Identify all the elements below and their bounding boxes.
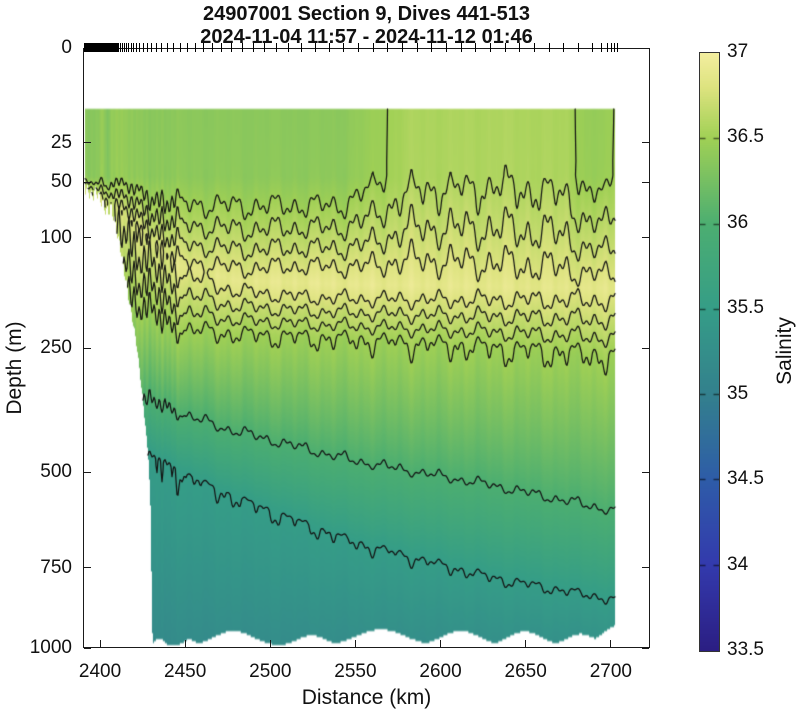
depth-tick-label: 500: [40, 461, 72, 483]
x-tick-label: 2500: [249, 661, 292, 682]
x-tick-label: 2550: [334, 661, 377, 682]
colorbar-tick-label: 35: [727, 382, 749, 404]
plot-area: [83, 48, 650, 648]
depth-tick-label: 50: [50, 171, 72, 193]
depth-tick-label: 25: [50, 131, 72, 153]
figure-subtitle: 2024-11-04 11:57 - 2024-11-12 01:46: [200, 26, 533, 48]
depth-tick-label: 750: [40, 556, 72, 578]
colorbar-tick-label: 36: [727, 211, 749, 233]
x-tick-label: 2450: [164, 661, 207, 682]
x-tick-label: 2700: [589, 661, 632, 682]
colorbar-tick-label: 33.5: [727, 639, 764, 660]
depth-tick-label: 0: [61, 37, 72, 58]
depth-tick-label: 1000: [29, 637, 72, 658]
x-axis-label: Distance (km): [301, 686, 432, 709]
colorbar-label: Salinity: [773, 317, 796, 385]
x-tick-label: 2400: [78, 661, 122, 682]
colorbar-tick-label: 35.5: [727, 297, 764, 319]
colorbar-tick-label: 34: [727, 553, 749, 575]
depth-tick-label: 100: [40, 226, 72, 248]
x-tick-label: 2650: [504, 661, 547, 682]
x-tick-label: 2600: [419, 661, 462, 682]
colorbar: [699, 52, 720, 652]
colorbar-tick-label: 34.5: [727, 468, 764, 490]
section-heatmap-canvas: [84, 49, 649, 647]
y-axis-label: Depth (m): [3, 321, 26, 415]
figure-title: 24907001 Section 9, Dives 441-513: [203, 3, 530, 25]
colorbar-tick-label: 36.5: [727, 126, 764, 148]
colorbar-tick-label: 37: [727, 41, 749, 62]
